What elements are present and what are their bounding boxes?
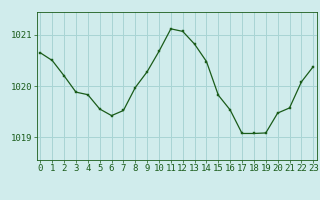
Text: Graphe pression niveau de la mer (hPa): Graphe pression niveau de la mer (hPa) [41,185,279,195]
